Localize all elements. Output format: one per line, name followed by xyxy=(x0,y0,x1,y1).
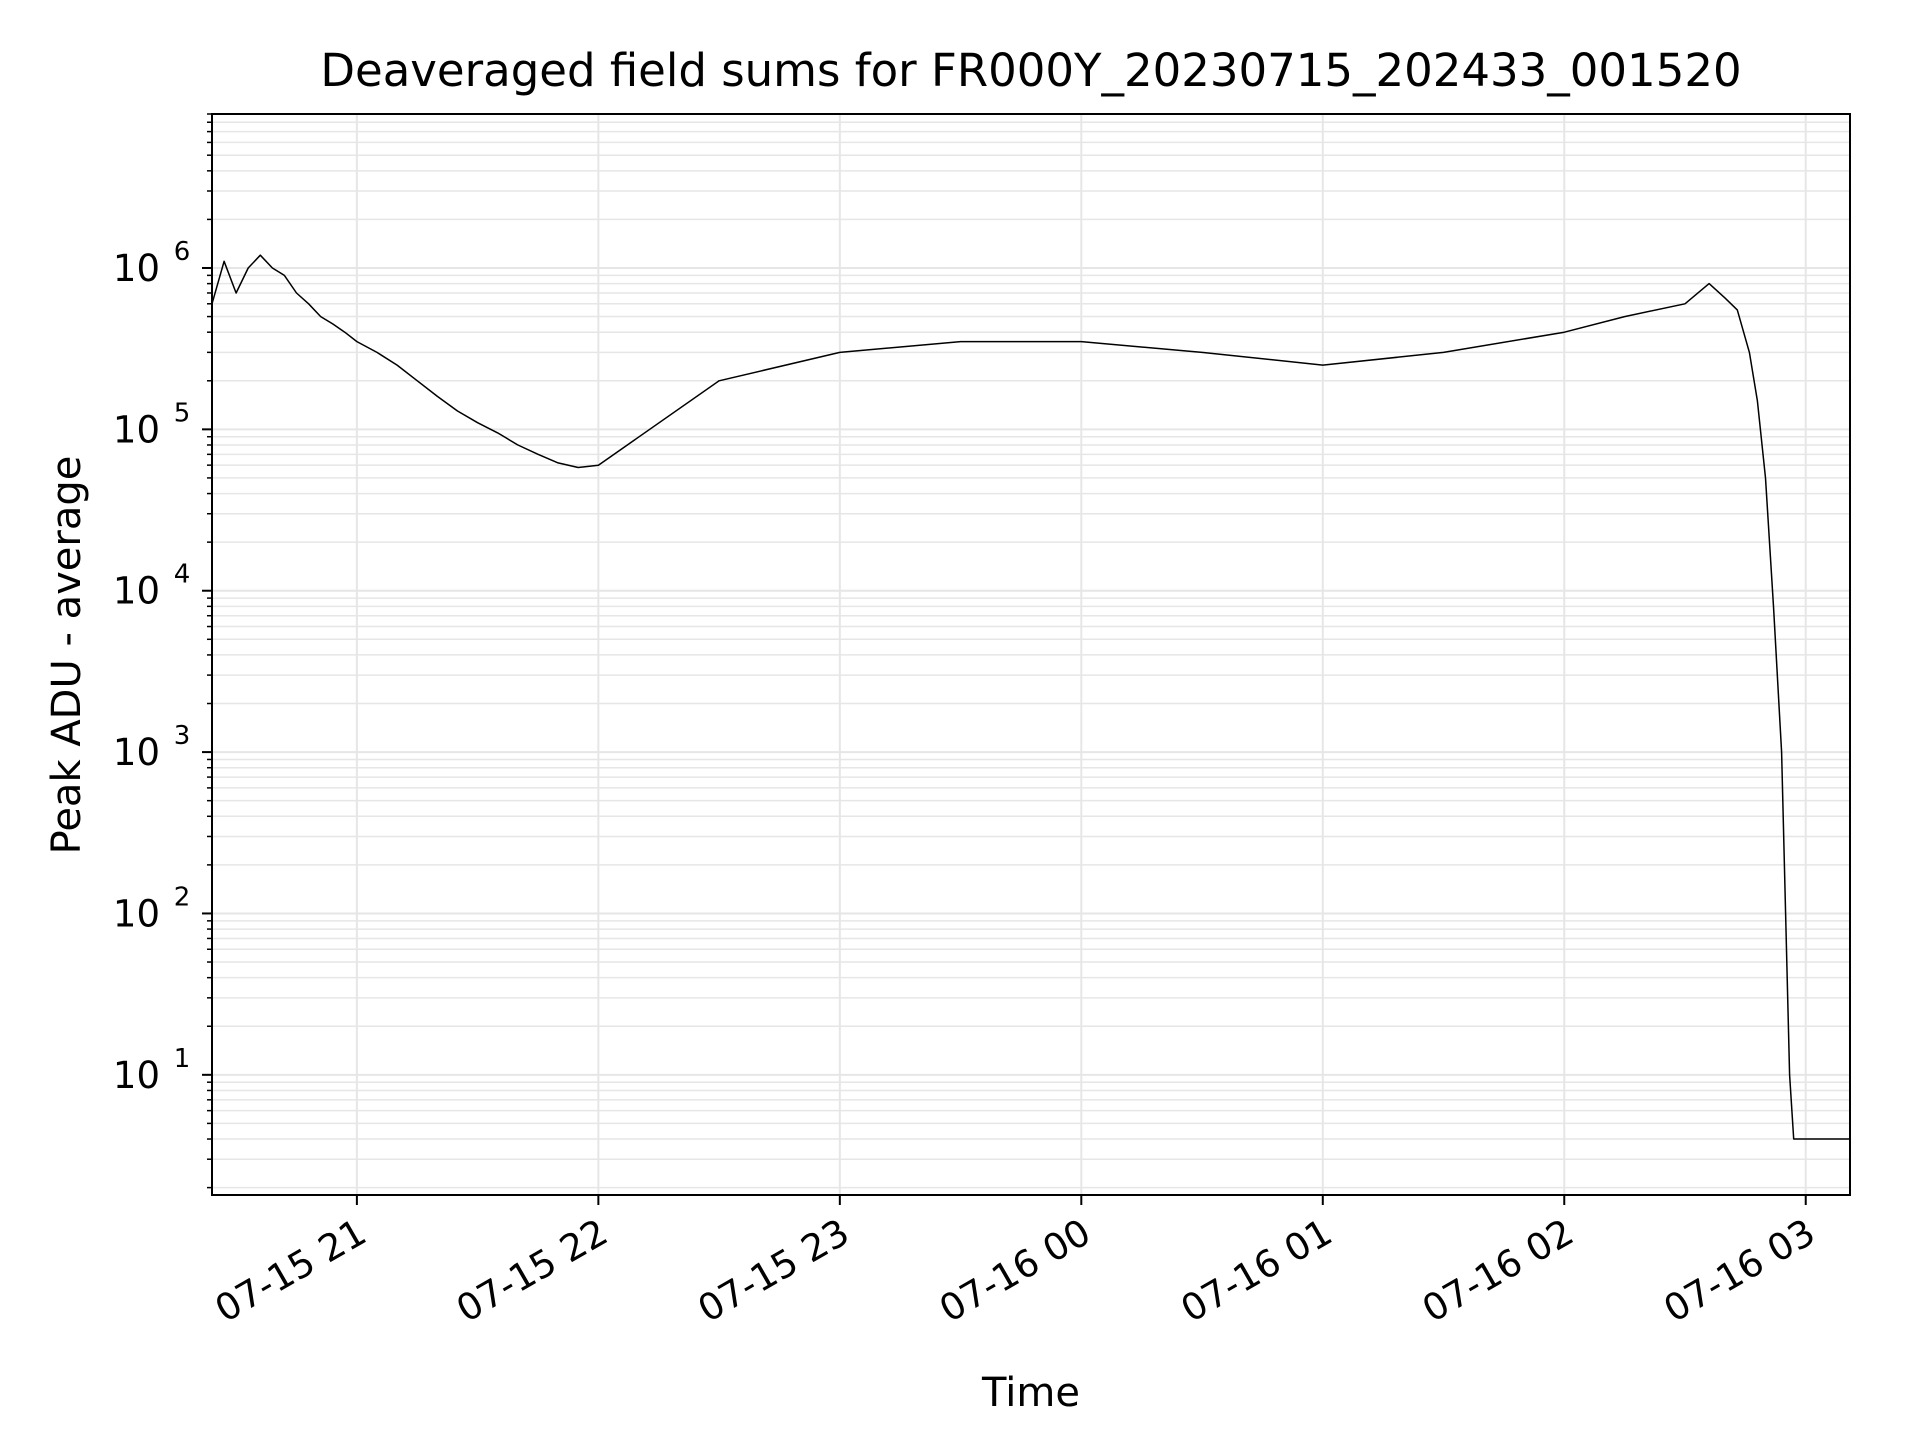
y-tick-label: 10 xyxy=(113,1054,160,1097)
y-tick-exponent: 5 xyxy=(174,398,191,428)
major-grid xyxy=(212,114,1850,1195)
series-line xyxy=(211,254,1850,1140)
y-axis-ticks: 10 1 10 2 10 3 10 4 10 5 10 6 xyxy=(113,113,212,1189)
y-tick-exponent: 4 xyxy=(174,560,191,590)
y-tick-exponent: 6 xyxy=(174,237,191,267)
y-tick-label: 10 xyxy=(113,570,160,613)
y-tick-label: 10 xyxy=(113,731,160,774)
series-layer xyxy=(211,254,1850,1140)
minor-grid xyxy=(212,113,1850,1189)
y-tick-exponent: 1 xyxy=(174,1044,191,1074)
y-tick-label: 10 xyxy=(113,247,160,290)
x-axis-label: Time xyxy=(981,1370,1080,1416)
y-tick-label: 10 xyxy=(113,892,160,935)
y-tick-exponent: 2 xyxy=(174,882,191,912)
y-tick-label: 10 xyxy=(113,408,160,451)
y-tick-exponent: 3 xyxy=(174,721,191,751)
chart-title: Deaveraged field sums for FR000Y_2023071… xyxy=(320,44,1741,97)
y-axis-label: Peak ADU - average xyxy=(44,456,90,855)
